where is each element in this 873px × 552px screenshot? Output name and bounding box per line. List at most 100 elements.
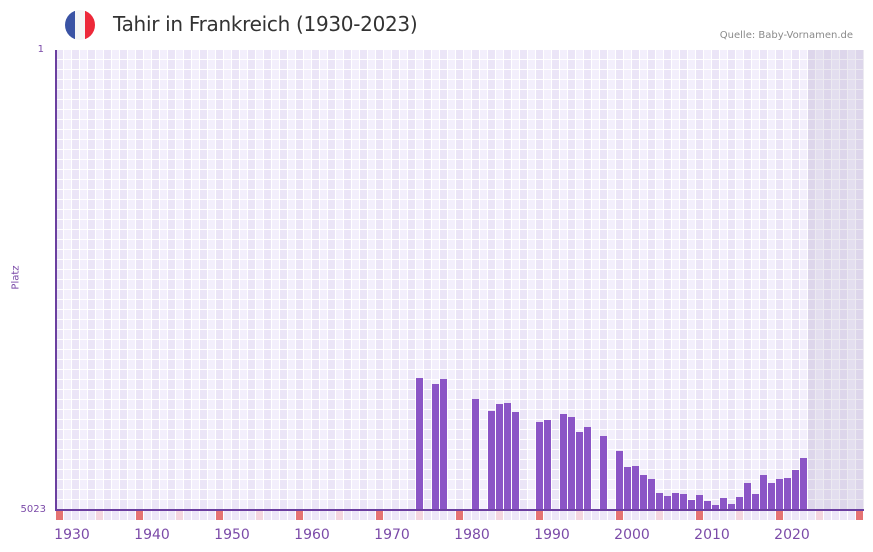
bar-2019[interactable]	[768, 482, 775, 510]
year-marker	[272, 511, 279, 520]
bar-2007[interactable]	[672, 492, 679, 510]
flag-stripe-white	[75, 10, 85, 40]
bar-2001[interactable]	[624, 466, 631, 510]
year-marker	[640, 511, 647, 520]
year-marker	[840, 511, 847, 520]
bar-2022[interactable]	[792, 469, 799, 510]
bar-1986[interactable]	[504, 403, 511, 510]
year-marker	[96, 511, 103, 520]
year-marker-row	[56, 511, 864, 520]
x-tick-label: 1980	[454, 527, 490, 543]
year-marker	[344, 511, 351, 520]
x-tick-label: 1970	[374, 527, 410, 543]
bar-1987[interactable]	[512, 411, 519, 510]
year-marker	[648, 511, 655, 520]
year-marker	[120, 511, 127, 520]
bar-1982[interactable]	[472, 398, 479, 510]
year-marker	[592, 511, 599, 520]
bar-1994[interactable]	[568, 417, 575, 510]
bar-2003[interactable]	[640, 475, 647, 510]
bar-2021[interactable]	[784, 477, 791, 510]
plot-area	[56, 50, 864, 510]
year-marker	[576, 511, 583, 520]
chart-title: Tahir in Frankreich (1930-2023)	[113, 12, 418, 36]
year-marker	[720, 511, 727, 520]
year-marker	[664, 511, 671, 520]
year-marker	[432, 511, 439, 520]
bar-2004[interactable]	[648, 478, 655, 510]
year-marker	[808, 511, 815, 520]
bar-1978[interactable]	[440, 379, 447, 510]
year-marker	[568, 511, 575, 520]
bar-2009[interactable]	[688, 500, 695, 510]
year-marker	[824, 511, 831, 520]
year-marker	[848, 511, 855, 520]
year-marker	[208, 511, 215, 520]
year-marker	[448, 511, 455, 520]
year-marker	[728, 511, 735, 520]
bar-1985[interactable]	[496, 404, 503, 510]
bar-1996[interactable]	[584, 427, 591, 510]
year-marker	[216, 511, 223, 520]
bar-1975[interactable]	[416, 378, 423, 510]
year-marker	[112, 511, 119, 520]
year-marker	[240, 511, 247, 520]
y-axis-bottom-label: 5023	[20, 504, 46, 515]
year-marker	[600, 511, 607, 520]
x-tick-label: 1950	[214, 527, 250, 543]
bar-2020[interactable]	[776, 478, 783, 510]
year-marker	[328, 511, 335, 520]
bar-2008[interactable]	[680, 493, 687, 510]
bar-1991[interactable]	[544, 419, 551, 510]
year-marker	[144, 511, 151, 520]
bar-2005[interactable]	[656, 492, 663, 510]
bar-1993[interactable]	[560, 414, 567, 510]
bar-2015[interactable]	[736, 496, 743, 510]
year-marker	[856, 511, 863, 520]
year-marker	[776, 511, 783, 520]
year-marker	[560, 511, 567, 520]
bar-2017[interactable]	[752, 493, 759, 510]
x-tick-label: 1960	[294, 527, 330, 543]
bar-2018[interactable]	[760, 475, 767, 510]
year-marker	[704, 511, 711, 520]
bar-2013[interactable]	[720, 498, 727, 510]
year-marker	[160, 511, 167, 520]
year-marker	[456, 511, 463, 520]
bar-2016[interactable]	[744, 482, 751, 510]
flag-stripe-blue	[65, 10, 75, 40]
year-marker	[816, 511, 823, 520]
year-marker	[128, 511, 135, 520]
y-axis-top-label: 1	[37, 44, 44, 55]
year-marker	[136, 511, 143, 520]
x-tick-label: 2020	[774, 527, 810, 543]
year-marker	[168, 511, 175, 520]
x-tick-label: 1990	[534, 527, 570, 543]
year-marker	[528, 511, 535, 520]
year-marker	[520, 511, 527, 520]
bar-1998[interactable]	[600, 435, 607, 510]
bar-2006[interactable]	[664, 495, 671, 510]
year-marker	[792, 511, 799, 520]
x-tick-label: 1940	[134, 527, 170, 543]
year-marker	[80, 511, 87, 520]
bar-1990[interactable]	[536, 421, 543, 510]
year-marker	[784, 511, 791, 520]
year-marker	[72, 511, 79, 520]
bar-2011[interactable]	[704, 501, 711, 510]
bar-2000[interactable]	[616, 451, 623, 510]
bar-2014[interactable]	[728, 503, 735, 510]
bar-1995[interactable]	[576, 431, 583, 510]
year-marker	[336, 511, 343, 520]
bar-1977[interactable]	[432, 383, 439, 510]
bar-2012[interactable]	[712, 504, 719, 510]
year-marker	[488, 511, 495, 520]
year-marker	[368, 511, 375, 520]
year-marker	[280, 511, 287, 520]
year-marker	[184, 511, 191, 520]
bar-1984[interactable]	[488, 410, 495, 510]
bar-2002[interactable]	[632, 465, 639, 510]
bar-2010[interactable]	[696, 494, 703, 510]
bar-2023[interactable]	[800, 457, 807, 510]
year-marker	[496, 511, 503, 520]
